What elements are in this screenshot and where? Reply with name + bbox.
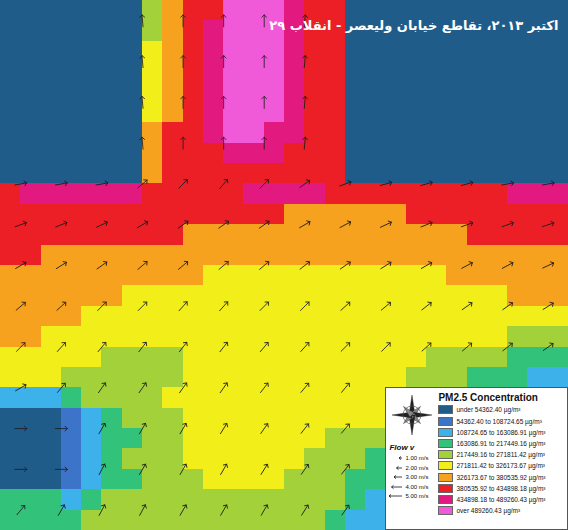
html-text:5.00 m/s: 5.00 m/s — [405, 493, 429, 499]
html-text:2.00 m/s: 2.00 m/s — [405, 464, 429, 471]
html-text:over 489260.43 µg/m³: over 489260.43 µg/m³ — [456, 507, 521, 515]
html-text:1.00 m/s: 1.00 m/s — [405, 455, 429, 461]
html-text:under 54362.40 µg/m³: under 54362.40 µg/m³ — [456, 406, 521, 414]
html-text:163086.91 to 217449.16 µg/m³: 163086.91 to 217449.16 µg/m³ — [456, 440, 546, 447]
html-text:217449.16 to 271811.42 µg/m³: 217449.16 to 271811.42 µg/m³ — [456, 451, 545, 459]
html-text:380535.92 to 434898.18 µg/m³: 380535.92 to 434898.18 µg/m³ — [456, 484, 546, 492]
html-text:271811.42 to 326173.67 µg/m³: 271811.42 to 326173.67 µg/m³ — [456, 462, 545, 470]
html-text:3.00 m/s: 3.00 m/s — [405, 474, 429, 480]
svg-text:۲۹ اکتبر ۲۰۱۳، تقاطع خیابان ول: ۲۹ اکتبر ۲۰۱۳، تقاطع خیابان ولیعصر - انق… — [269, 18, 558, 33]
html-text:326173.67 to 380535.92 µg/m³: 326173.67 to 380535.92 µg/m³ — [456, 473, 546, 481]
html-text:54362.40 to 108724.65 µg/m³: 54362.40 to 108724.65 µg/m³ — [456, 417, 542, 425]
html-text:4.00 m/s: 4.00 m/s — [405, 483, 429, 490]
html-text:434898.18 to 489260.43 µg/m³: 434898.18 to 489260.43 µg/m³ — [456, 495, 546, 503]
html-text:PM2.5 Concentration: PM2.5 Concentration — [438, 392, 538, 404]
html-text:108724.65 to 163086.91 µg/m³: 108724.65 to 163086.91 µg/m³ — [456, 428, 546, 436]
html-text:Flow v: Flow v — [389, 443, 415, 453]
